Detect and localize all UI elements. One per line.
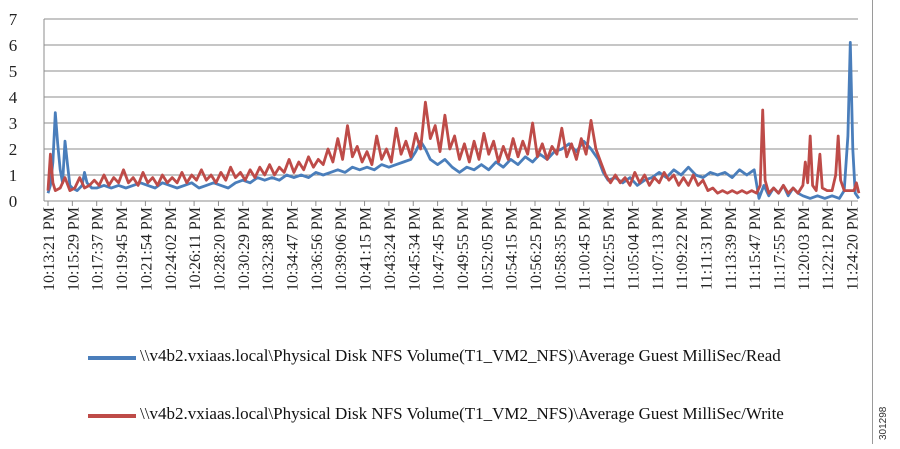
y-tick-label: 3 [9,114,18,133]
legend-label-write: \\v4b2.vxiaas.local\Physical Disk NFS Vo… [140,404,784,423]
x-tick-label: 11:07:13 PM [650,207,667,290]
x-tick-label: 10:28:20 PM [211,207,228,291]
y-tick-label: 2 [9,140,18,159]
x-tick-label: 11:15:47 PM [747,207,764,290]
y-tick-label: 1 [9,166,18,185]
x-tick-label: 10:43:24 PM [382,207,399,291]
x-tick-label: 10:21:54 PM [138,207,155,291]
x-tick-label: 10:26:11 PM [187,207,204,290]
x-tick-label: 10:45:34 PM [406,207,423,291]
x-tick-label: 10:17:37 PM [90,207,107,291]
chart-border [872,0,873,444]
x-tick-label: 11:09:22 PM [674,207,691,290]
x-tick-label: 10:52:05 PM [479,207,496,291]
figure-id: 301298 [878,406,889,440]
y-tick-label: 6 [9,36,18,55]
x-tick-label: 11:00:45 PM [577,207,594,290]
x-tick-label: 10:34:47 PM [285,207,302,291]
legend-swatch-write [88,414,136,418]
x-tick-label: 10:56:25 PM [528,207,545,291]
x-axis-ticks: 10:13:21 PM 10:15:29 PM 10:17:37 PM 10:19:4… [41,201,862,291]
x-tick-label: 10:58:35 PM [552,207,569,291]
x-tick-label: 10:36:56 PM [309,207,326,291]
series-line-write [46,100,861,195]
series-lines [46,41,861,200]
x-tick-label: 10:54:15 PM [504,207,521,291]
x-tick-label: 11:11:31 PM [698,207,715,290]
legend-label-read: \\v4b2.vxiaas.local\Physical Disk NFS Vo… [140,346,781,365]
x-tick-label: 11:20:03 PM [796,207,813,290]
x-tick-label: 10:13:21 PM [41,207,58,291]
y-axis-ticks: 0 1 2 3 4 5 6 7 [9,10,18,211]
y-tick-label: 7 [9,10,18,29]
x-tick-label: 11:24:20 PM [845,207,862,290]
legend-entry-read: \\v4b2.vxiaas.local\Physical Disk NFS Vo… [88,345,820,367]
x-tick-label: 10:47:45 PM [431,207,448,291]
x-tick-label: 10:32:38 PM [260,207,277,291]
x-tick-label: 11:17:55 PM [772,207,789,290]
x-tick-label: 10:49:55 PM [455,207,472,291]
x-tick-label: 11:13:39 PM [723,207,740,290]
x-tick-label: 10:24:02 PM [163,207,180,291]
x-tick-label: 10:19:45 PM [114,207,131,291]
legend-entry-write: \\v4b2.vxiaas.local\Physical Disk NFS Vo… [88,403,820,444]
y-tick-label: 5 [9,62,18,81]
x-tick-label: 10:15:29 PM [65,207,82,291]
x-tick-label: 10:39:06 PM [333,207,350,291]
y-tick-label: 0 [9,192,18,211]
legend-swatch-read [88,356,136,360]
y-tick-label: 4 [9,88,18,107]
x-tick-label: 10:30:29 PM [236,207,253,291]
x-tick-label: 11:22:12 PM [820,207,837,290]
x-tick-label: 10:41:15 PM [358,207,375,291]
x-tick-label: 11:02:55 PM [601,207,618,290]
x-tick-label: 11:05:04 PM [625,207,642,290]
